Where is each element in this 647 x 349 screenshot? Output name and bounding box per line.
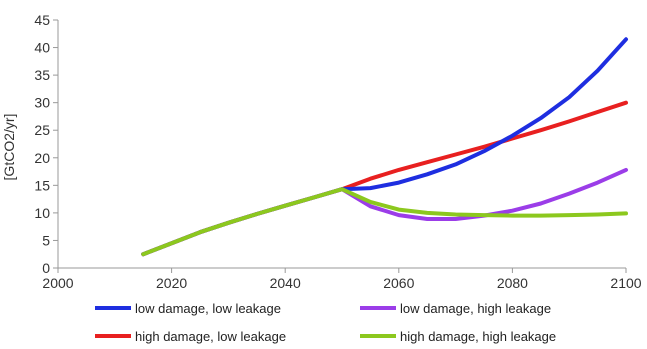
legend-label: low damage, high leakage: [400, 301, 551, 316]
y-tick-label: 35: [34, 67, 50, 83]
x-tick-label: 2040: [270, 275, 301, 291]
y-tick-label: 10: [34, 205, 50, 221]
series-line-high-damage-high-leakage: [141, 187, 628, 257]
series-line-low-damage-low-leakage: [141, 37, 628, 257]
y-axis-ticks: 0 5 10 15 20 25 30 35 40 45: [34, 12, 58, 276]
y-tick-label: 30: [34, 95, 50, 111]
legend-label: low damage, low leakage: [135, 301, 281, 316]
legend: low damage, low leakage low damage, high …: [95, 301, 556, 344]
legend-label: high damage, high leakage: [400, 329, 556, 344]
legend-item: high damage, high leakage: [360, 329, 556, 344]
x-tick-label: 2000: [42, 275, 73, 291]
series-line-high-damage-low-leakage: [141, 100, 628, 257]
y-tick-label: 5: [42, 232, 50, 248]
x-tick-label: 2060: [383, 275, 414, 291]
y-tick-label: 0: [42, 260, 50, 276]
y-tick-label: 20: [34, 150, 50, 166]
y-axis-title: [GtCO2/yr]: [1, 114, 17, 181]
legend-item: low damage, high leakage: [360, 301, 551, 316]
x-tick-label: 2100: [610, 275, 641, 291]
y-tick-label: 15: [34, 177, 50, 193]
x-tick-label: 2020: [156, 275, 187, 291]
x-tick-label: 2080: [497, 275, 528, 291]
series-line-low-damage-high-leakage: [141, 167, 628, 257]
legend-label: high damage, low leakage: [135, 329, 286, 344]
y-tick-label: 40: [34, 40, 50, 56]
series-lines: [141, 37, 628, 257]
x-axis-ticks: 2000 2020 2040 2060 2080 2100: [42, 268, 642, 291]
legend-item: high damage, low leakage: [95, 329, 286, 344]
legend-item: low damage, low leakage: [95, 301, 281, 316]
y-tick-label: 45: [34, 12, 50, 28]
y-tick-label: 25: [34, 122, 50, 138]
